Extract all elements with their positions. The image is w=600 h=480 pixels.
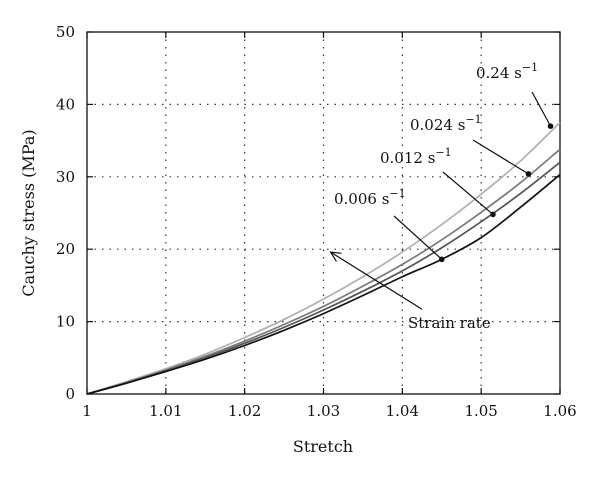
leader-line bbox=[472, 139, 529, 175]
x-axis-label: Stretch bbox=[293, 437, 353, 456]
series-marker bbox=[525, 171, 532, 177]
x-tick-label: 1.05 bbox=[464, 402, 497, 420]
annotation-layer: 0.006 s−1 0.012 s−1 0.024 s−1 0.24 s−1 Strai… bbox=[329, 61, 554, 332]
series-marker bbox=[490, 211, 496, 218]
series-line-2 bbox=[86, 148, 561, 395]
y-tick-label: 20 bbox=[56, 240, 75, 258]
series-label: 0.012 s−1 bbox=[380, 146, 452, 167]
series-marker bbox=[438, 256, 445, 263]
tick-labels: 1 1.01 1.02 1.03 1.04 1.05 1.06 0 10 20 30 40 50 bbox=[56, 23, 577, 420]
y-tick-label: 40 bbox=[56, 95, 75, 113]
series-label-superscript: −1 bbox=[465, 113, 481, 126]
series-marker bbox=[547, 123, 554, 129]
strain-rate-arrowhead bbox=[329, 251, 342, 262]
series-line-0 bbox=[86, 173, 561, 395]
strain-rate-label: Strain rate bbox=[408, 314, 491, 332]
leader-line bbox=[393, 215, 443, 260]
y-tick-label: 10 bbox=[56, 313, 75, 331]
y-tick-label: 50 bbox=[56, 23, 75, 41]
series-layer bbox=[86, 121, 561, 395]
y-axis-label: Cauchy stress (MPa) bbox=[19, 129, 38, 296]
axis-ticks bbox=[86, 31, 561, 395]
x-tick-label: 1.02 bbox=[228, 402, 261, 420]
leader-line bbox=[442, 171, 494, 215]
series-label: 0.006 s−1 bbox=[334, 187, 406, 208]
series-label: 0.24 s−1 bbox=[476, 61, 538, 82]
series-label-superscript: −1 bbox=[389, 187, 405, 200]
grid-lines bbox=[87, 32, 560, 394]
series-line-3 bbox=[86, 121, 561, 395]
x-tick-label: 1.04 bbox=[386, 402, 419, 420]
y-tick-label: 30 bbox=[56, 168, 75, 186]
x-tick-label: 1.06 bbox=[543, 402, 576, 420]
strain-rate-arrow bbox=[330, 251, 423, 310]
series-label-superscript: −1 bbox=[522, 61, 538, 74]
series-label: 0.024 s−1 bbox=[410, 113, 482, 134]
x-tick-label: 1.01 bbox=[149, 402, 182, 420]
y-tick-label: 0 bbox=[65, 385, 75, 403]
series-label-superscript: −1 bbox=[435, 146, 451, 159]
x-tick-label: 1.03 bbox=[307, 402, 340, 420]
x-tick-label: 1 bbox=[82, 402, 92, 420]
leader-line bbox=[531, 91, 552, 127]
